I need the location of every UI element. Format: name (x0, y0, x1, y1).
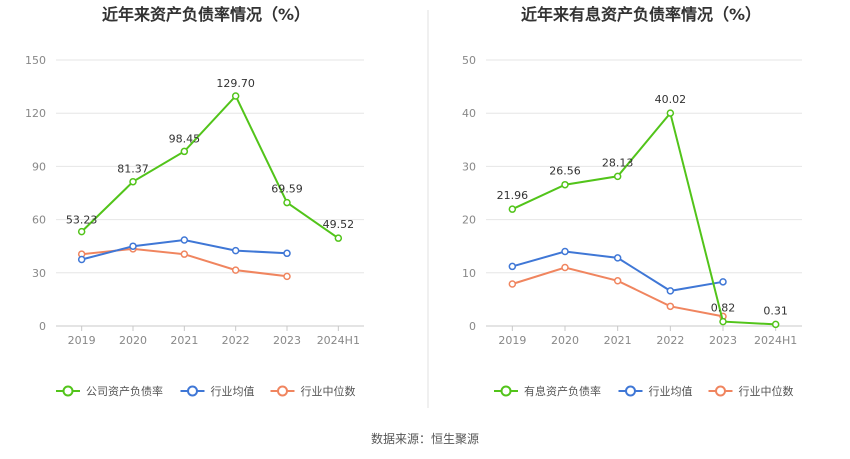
legend-swatch-marker (62, 385, 74, 397)
legend-item: 公司资产负债率 (56, 384, 163, 398)
y-tick-label: 40 (462, 107, 476, 120)
y-tick-label: 120 (25, 107, 46, 120)
y-tick-label: 30 (32, 267, 46, 280)
x-tick-label: 2019 (498, 334, 526, 347)
legend-swatch-marker (277, 385, 288, 397)
data-label: 53.23 (66, 214, 98, 227)
data-point (561, 263, 569, 272)
data-point (129, 242, 137, 250)
data-label: 0.31 (763, 304, 788, 317)
x-tick-label: 2019 (68, 334, 96, 347)
data-point (561, 180, 569, 189)
chart-panel-2: 近年来有息资产负债率情况（%） 0 10 20 30 40 50 2019 2020 2021 20… (462, 5, 802, 398)
data-point (129, 177, 137, 186)
data-label: 129.70 (216, 77, 255, 90)
data-point (561, 247, 569, 256)
x-tick-label: 2023 (709, 334, 737, 347)
data-point (283, 272, 291, 281)
chart-panel-1: 近年来资产负债率情况（%） 0 30 60 90 120 150 2019 2020 2021 20… (25, 5, 364, 398)
chart-title: 近年来资产负债率情况（%） (102, 5, 310, 24)
data-label: 81.37 (117, 163, 149, 176)
data-point (666, 302, 675, 311)
y-tick-label: 10 (462, 267, 476, 280)
data-label: 0.82 (711, 302, 736, 315)
data-point (283, 198, 291, 207)
legend-item: 行业中位数 (270, 384, 356, 398)
data-point (719, 278, 727, 286)
y-tick-label: 50 (462, 54, 476, 67)
y-tick-label: 90 (32, 160, 46, 173)
data-label: 26.56 (549, 165, 581, 178)
legend-item: 有息资产负债率 (494, 384, 601, 398)
data-label: 69.59 (271, 183, 303, 196)
data-point (613, 254, 622, 262)
x-tick-label: 2022 (656, 334, 684, 347)
legend-item: 行业均值 (180, 385, 255, 398)
data-point (508, 280, 517, 288)
legend-item: 行业均值 (618, 385, 693, 398)
x-tick-label: 2024H1 (754, 334, 797, 347)
data-point (666, 109, 675, 117)
chart-title: 近年来有息资产负债率情况（%） (521, 5, 761, 24)
data-point (613, 277, 622, 285)
data-label: 40.02 (655, 93, 687, 106)
data-point (180, 236, 189, 244)
legend-label: 行业均值 (211, 385, 255, 398)
data-point (613, 172, 622, 181)
y-tick-label: 0 (469, 320, 476, 333)
data-label: 28.13 (602, 156, 634, 169)
x-tick-label: 2023 (273, 334, 301, 347)
data-point (231, 92, 240, 100)
data-point (334, 234, 343, 242)
x-tick-label: 2021 (604, 334, 632, 347)
data-point (77, 227, 86, 236)
data-point (77, 255, 86, 264)
data-point (231, 266, 240, 274)
legend-label: 行业中位数 (739, 384, 794, 398)
x-tick-label: 2021 (170, 334, 198, 347)
legend-label: 公司资产负债率 (86, 384, 163, 398)
legend-swatch-marker (187, 385, 198, 397)
data-point (666, 287, 675, 295)
x-tick-label: 2020 (119, 334, 147, 347)
data-point (719, 317, 727, 326)
y-tick-label: 0 (39, 320, 46, 333)
data-point (508, 262, 517, 271)
y-tick-label: 20 (462, 214, 476, 227)
legend-swatch-marker (625, 385, 636, 397)
legend-swatch-marker (715, 385, 726, 397)
data-point (771, 320, 780, 329)
x-tick-label: 2020 (551, 334, 579, 347)
series-line-1 (81, 94, 339, 240)
series-line-1 (511, 110, 776, 326)
legend-item: 行业中位数 (708, 384, 794, 398)
legend-swatch-marker (500, 385, 512, 397)
legend-label: 行业均值 (649, 385, 693, 398)
data-label: 49.52 (323, 218, 355, 231)
data-point (283, 249, 291, 258)
legend-label: 有息资产负债率 (524, 384, 601, 398)
y-tick-label: 150 (25, 54, 46, 67)
series-line-3 (512, 266, 724, 318)
legend-label: 行业中位数 (301, 384, 356, 398)
y-tick-label: 60 (32, 214, 46, 227)
data-point (180, 147, 189, 156)
data-label: 21.96 (497, 189, 529, 202)
data-point (180, 250, 189, 258)
data-label: 98.45 (169, 132, 201, 145)
x-tick-label: 2024H1 (317, 334, 360, 347)
data-point (508, 205, 517, 213)
data-source-note: 数据来源：恒生聚源 (370, 432, 479, 446)
x-tick-label: 2022 (222, 334, 250, 347)
data-point (231, 246, 240, 255)
y-tick-label: 30 (462, 160, 476, 173)
